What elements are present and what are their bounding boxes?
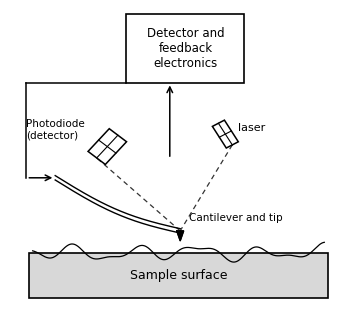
Text: Detector and
feedback
electronics: Detector and feedback electronics bbox=[147, 27, 224, 70]
Text: laser: laser bbox=[238, 123, 265, 133]
Text: Photodiode
(detector): Photodiode (detector) bbox=[26, 119, 84, 140]
Bar bbox=[29, 253, 328, 298]
Polygon shape bbox=[177, 231, 184, 241]
Bar bbox=[126, 14, 244, 83]
Text: Cantilever and tip: Cantilever and tip bbox=[189, 213, 282, 223]
Polygon shape bbox=[88, 129, 127, 164]
Text: Sample surface: Sample surface bbox=[130, 269, 227, 282]
Polygon shape bbox=[212, 120, 238, 148]
